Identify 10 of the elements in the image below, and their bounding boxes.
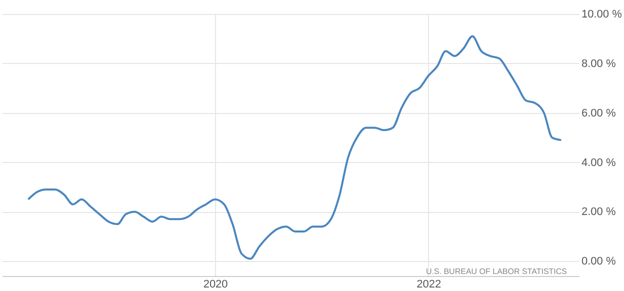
y-tick-label: 10.00 % [582,8,622,20]
y-tick-label: 8.00 % [582,58,616,70]
y-tick-label: 2.00 % [582,206,616,218]
y-tick-label: 4.00 % [582,156,616,169]
x-tick-label: 2022 [416,278,442,290]
line-series [27,35,562,260]
annotation: U.S. BUREAU OF LABOR STATISTICS [426,267,567,276]
y-tick-label: 6.00 % [582,107,616,120]
x-tick-label: 2020 [203,278,228,290]
y-tick-label: 0.00 % [582,256,616,268]
